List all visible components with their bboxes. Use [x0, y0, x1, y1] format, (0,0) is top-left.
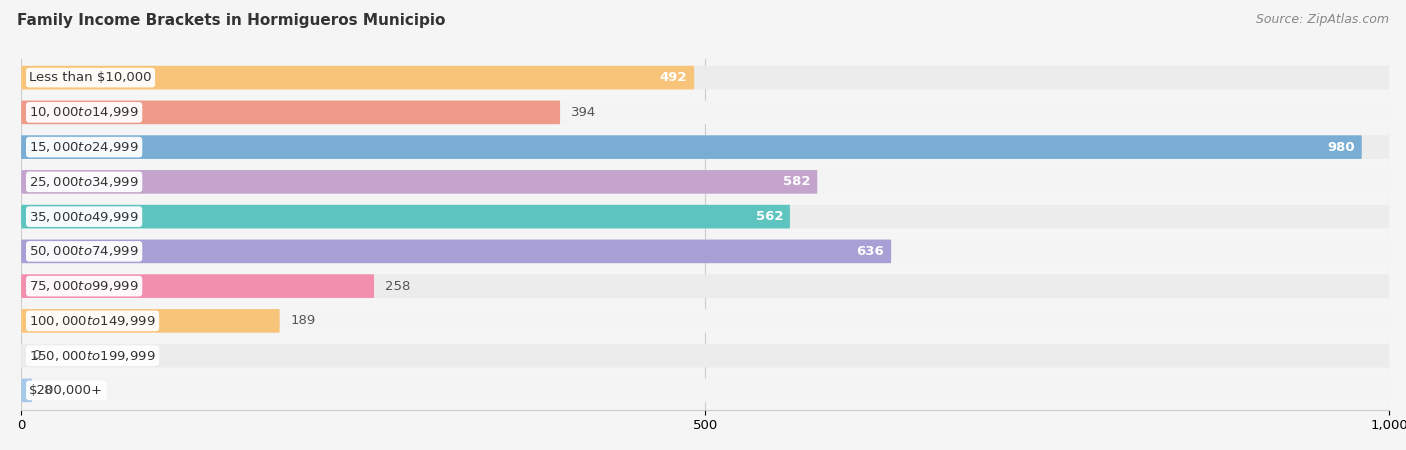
FancyBboxPatch shape	[21, 309, 280, 333]
Text: 562: 562	[755, 210, 783, 223]
FancyBboxPatch shape	[21, 239, 1389, 263]
FancyBboxPatch shape	[21, 239, 891, 263]
Text: $50,000 to $74,999: $50,000 to $74,999	[30, 244, 139, 258]
Text: Family Income Brackets in Hormigueros Municipio: Family Income Brackets in Hormigueros Mu…	[17, 14, 446, 28]
FancyBboxPatch shape	[21, 205, 790, 229]
Text: 189: 189	[291, 315, 316, 328]
Text: Less than $10,000: Less than $10,000	[30, 71, 152, 84]
FancyBboxPatch shape	[21, 274, 1389, 298]
FancyBboxPatch shape	[21, 66, 1389, 90]
Text: 394: 394	[571, 106, 596, 119]
FancyBboxPatch shape	[21, 135, 1362, 159]
FancyBboxPatch shape	[21, 100, 560, 124]
FancyBboxPatch shape	[21, 100, 1389, 124]
FancyBboxPatch shape	[21, 205, 1389, 229]
FancyBboxPatch shape	[21, 170, 817, 194]
Text: $75,000 to $99,999: $75,000 to $99,999	[30, 279, 139, 293]
Text: 980: 980	[1327, 140, 1355, 153]
FancyBboxPatch shape	[21, 309, 1389, 333]
Text: 582: 582	[783, 176, 810, 189]
FancyBboxPatch shape	[21, 274, 374, 298]
FancyBboxPatch shape	[21, 344, 1389, 368]
FancyBboxPatch shape	[21, 378, 1389, 402]
FancyBboxPatch shape	[21, 135, 1389, 159]
FancyBboxPatch shape	[21, 170, 1389, 194]
Text: 492: 492	[659, 71, 688, 84]
Text: $25,000 to $34,999: $25,000 to $34,999	[30, 175, 139, 189]
Text: $100,000 to $149,999: $100,000 to $149,999	[30, 314, 156, 328]
Text: $10,000 to $14,999: $10,000 to $14,999	[30, 105, 139, 119]
Text: 0: 0	[32, 349, 41, 362]
Text: $15,000 to $24,999: $15,000 to $24,999	[30, 140, 139, 154]
FancyBboxPatch shape	[21, 378, 32, 402]
Text: $35,000 to $49,999: $35,000 to $49,999	[30, 210, 139, 224]
Text: $200,000+: $200,000+	[30, 384, 103, 397]
Text: 8: 8	[44, 384, 52, 397]
Text: $150,000 to $199,999: $150,000 to $199,999	[30, 349, 156, 363]
Text: 636: 636	[856, 245, 884, 258]
Text: Source: ZipAtlas.com: Source: ZipAtlas.com	[1256, 14, 1389, 27]
FancyBboxPatch shape	[21, 66, 695, 90]
Text: 258: 258	[385, 279, 411, 292]
